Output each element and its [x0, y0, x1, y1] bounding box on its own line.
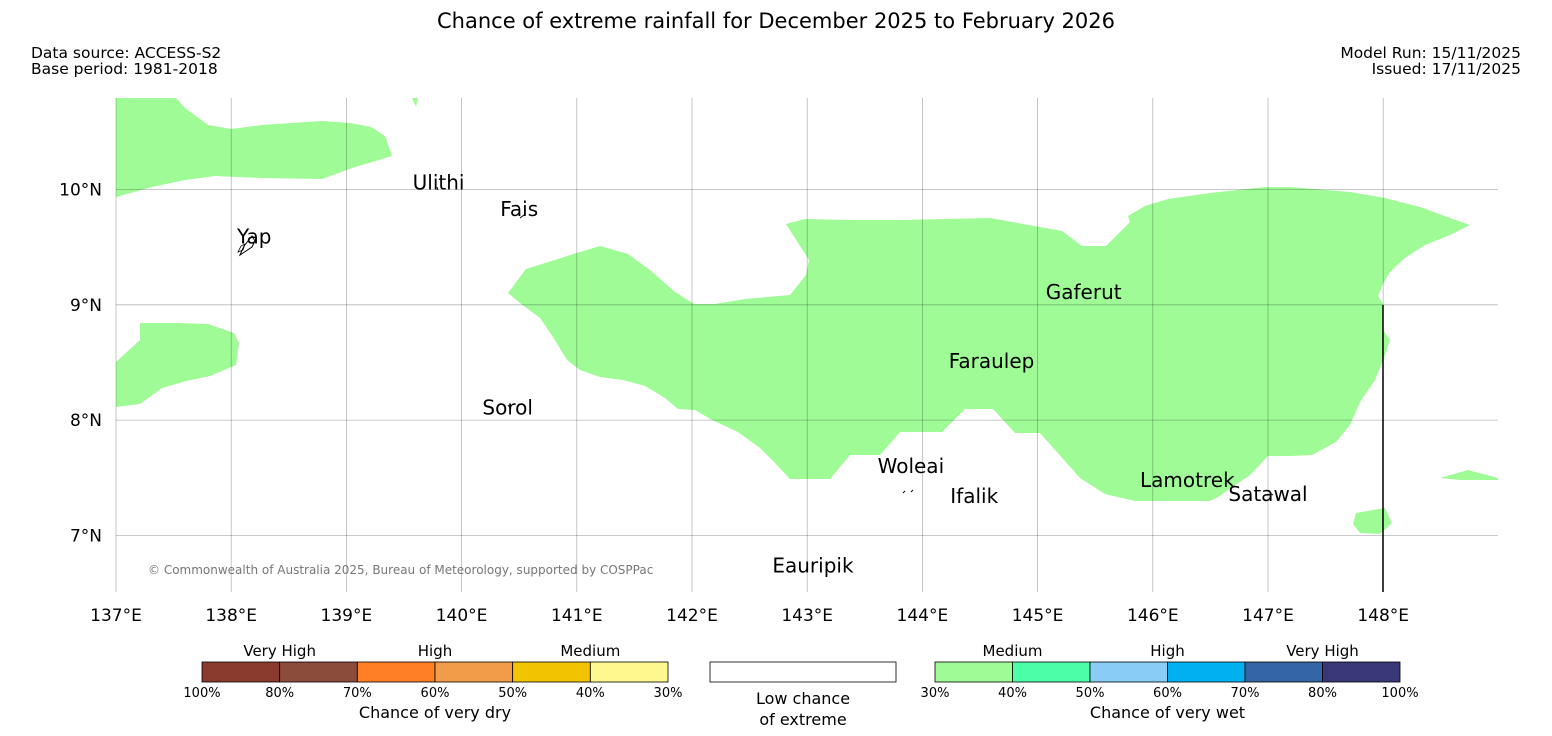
- x-tick-label: 142°E: [666, 606, 718, 626]
- wet-swatch: [1089, 661, 1168, 683]
- region-southeast: [1353, 508, 1392, 534]
- wet-category-label: Very High: [1286, 642, 1359, 660]
- meta-left: Data source: ACCESS-S2 Base period: 1981…: [31, 45, 221, 77]
- place-label-sorol: Sorol: [482, 395, 533, 419]
- base-period: Base period: 1981-2018: [31, 60, 218, 78]
- place-label-woleai: Woleai: [878, 454, 945, 478]
- x-tick-label: 140°E: [436, 606, 488, 626]
- x-tick-label: 141°E: [551, 606, 603, 626]
- grid-lines: [115, 98, 1498, 592]
- low-chance-label-line1: Low chance: [756, 689, 850, 708]
- ifalik-islet-b: [910, 489, 914, 493]
- data-source: Data source: ACCESS-S2: [31, 44, 222, 62]
- dry-swatch: [201, 661, 281, 683]
- dry-swatch: [589, 661, 669, 683]
- dry-category-label: Medium: [560, 642, 620, 660]
- x-tick-label: 146°E: [1127, 606, 1179, 626]
- dry-tick-label: 30%: [654, 686, 683, 701]
- dry-swatch: [512, 661, 591, 683]
- map-title: Chance of extreme rainfall for December …: [437, 9, 1115, 33]
- region-nw-islet: [412, 98, 418, 107]
- place-label-ulithi: Ulithi: [413, 171, 465, 195]
- yap-island-outline-2: [237, 243, 246, 253]
- dry-tick-label: 80%: [265, 686, 294, 701]
- wet-tick-label: 40%: [998, 686, 1027, 701]
- dry-swatch: [434, 661, 514, 683]
- place-label-fais: Fais: [500, 197, 538, 221]
- x-tick-label: 147°E: [1242, 606, 1294, 626]
- dry-category-label: High: [418, 642, 452, 660]
- y-tick-label: 10°N: [59, 181, 102, 201]
- y-tick-label: 7°N: [70, 526, 102, 546]
- place-label-faraulep: Faraulep: [949, 349, 1035, 373]
- dry-swatch: [279, 661, 358, 683]
- wet-swatch: [1322, 661, 1401, 683]
- issued-date: Issued: 17/11/2025: [1371, 60, 1521, 78]
- legend: 100% 80% 70% 60% 50% 40% 30% Very High High Mediu…: [183, 642, 1418, 729]
- low-chance-swatch: [709, 661, 897, 683]
- x-tick-label: 144°E: [897, 606, 949, 626]
- low-chance-label-line2: of extreme: [759, 710, 846, 729]
- x-tick-label: 145°E: [1012, 606, 1064, 626]
- ulithi-islet: [436, 186, 439, 191]
- x-tick-label: 138°E: [205, 606, 257, 626]
- island-markers: [237, 186, 1274, 496]
- region-main: [508, 187, 1470, 501]
- meta-right: Model Run: 15/11/2025 Issued: 17/11/2025: [1340, 45, 1521, 77]
- satawal-islet: [1269, 492, 1274, 496]
- wet-swatch: [1244, 661, 1323, 683]
- y-tick-label: 8°N: [70, 411, 102, 431]
- wet-swatch: [1012, 661, 1091, 683]
- wet-tick-label: 80%: [1308, 686, 1337, 701]
- wet-swatch: [1167, 661, 1246, 683]
- y-tick-label: 9°N: [70, 296, 102, 316]
- region-east: [1440, 470, 1498, 480]
- wet-tick-label: 30%: [921, 686, 950, 701]
- region-west: [116, 323, 239, 407]
- wet-tick-label: 50%: [1076, 686, 1105, 701]
- dry-legend-title: Chance of very dry: [359, 703, 511, 722]
- model-run: Model Run: 15/11/2025: [1340, 44, 1521, 62]
- wet-legend-title: Chance of very wet: [1090, 703, 1245, 722]
- x-tick-label: 148°E: [1357, 606, 1409, 626]
- wet-tick-label: 60%: [1153, 686, 1182, 701]
- place-label-yap: Yap: [236, 225, 271, 249]
- region-layer: [116, 98, 1498, 534]
- place-labels: Ulithi Fais Yap Gaferut Faraulep Sorol WoleaiI…: [236, 171, 1308, 578]
- region-nw: [116, 98, 392, 197]
- dry-category-label: Very High: [243, 642, 316, 660]
- place-label-ifalik: Ifalik: [950, 484, 998, 508]
- x-tick-label: 143°E: [781, 606, 833, 626]
- dry-tick-label: 100%: [183, 686, 220, 701]
- place-label-gaferut: Gaferut: [1046, 280, 1122, 304]
- wet-swatch: [934, 661, 1013, 683]
- place-label-lamotrek: Lamotrek: [1140, 468, 1235, 492]
- sorol-islet: [507, 404, 512, 410]
- ifalik-islet-a: [902, 490, 906, 494]
- wet-category-label: High: [1150, 642, 1184, 660]
- dry-tick-label: 60%: [421, 686, 450, 701]
- place-label-eauripik: Eauripik: [772, 553, 854, 577]
- wet-category-label: Medium: [983, 642, 1043, 660]
- wet-tick-label: 100%: [1381, 686, 1418, 701]
- copyright-text: © Commonwealth of Australia 2025, Bureau…: [148, 563, 653, 577]
- dry-swatch: [356, 661, 436, 683]
- dry-tick-label: 70%: [343, 686, 372, 701]
- place-label-satawal: Satawal: [1228, 482, 1307, 506]
- x-tick-label: 139°E: [321, 606, 373, 626]
- dry-tick-label: 40%: [576, 686, 605, 701]
- wet-tick-label: 70%: [1231, 686, 1260, 701]
- axis-ticks: 137°E 138°E 139°E 140°E 141°E 142°E 143°E 144°E…: [59, 181, 1409, 627]
- fais-islet: [519, 214, 525, 219]
- dry-tick-label: 50%: [498, 686, 527, 701]
- x-tick-label: 137°E: [90, 606, 142, 626]
